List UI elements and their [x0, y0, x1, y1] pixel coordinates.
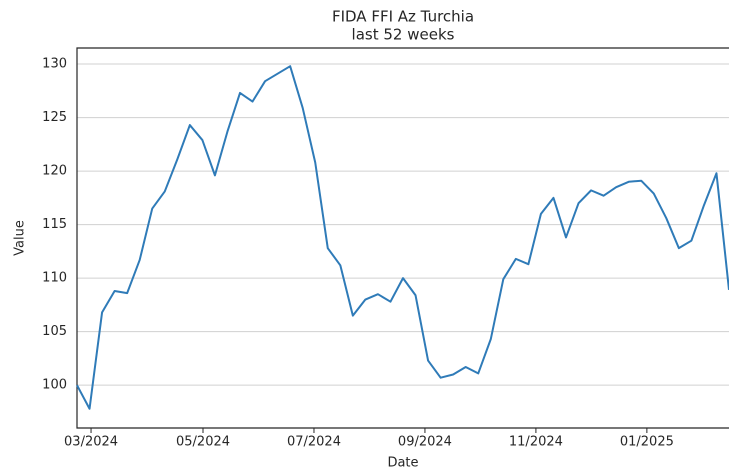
- x-tick-label: 01/2025: [620, 435, 674, 450]
- chart-title: FIDA FFI Az Turchia: [332, 8, 474, 26]
- chart-subtitle: last 52 weeks: [352, 26, 455, 44]
- x-tick-label: 03/2024: [64, 435, 118, 450]
- axes-frame: [76, 47, 729, 429]
- y-tick-label: 120: [42, 164, 67, 179]
- x-tick-label: 11/2024: [509, 435, 563, 450]
- y-tick-label: 100: [42, 378, 67, 393]
- x-tick-label: 05/2024: [176, 435, 230, 450]
- x-tick-label: 07/2024: [287, 435, 341, 450]
- x-tick-label: 09/2024: [398, 435, 452, 450]
- y-tick-label: 110: [42, 271, 67, 286]
- y-tick-label: 105: [42, 324, 67, 339]
- y-axis-label: Value: [13, 220, 28, 256]
- series-line: [76, 65, 729, 410]
- x-axis-label: Date: [387, 456, 418, 471]
- y-tick-label: 115: [42, 217, 67, 232]
- y-tick-label: 125: [42, 110, 67, 125]
- y-tick-label: 130: [42, 57, 67, 72]
